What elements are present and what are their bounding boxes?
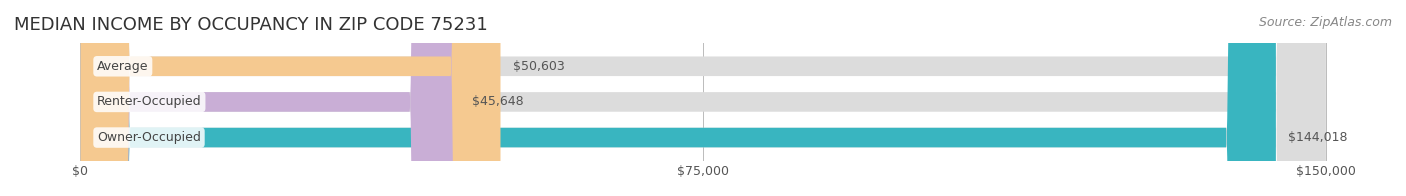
Text: Owner-Occupied: Owner-Occupied [97, 131, 201, 144]
FancyBboxPatch shape [80, 0, 1326, 196]
Text: Average: Average [97, 60, 149, 73]
FancyBboxPatch shape [80, 0, 1326, 196]
Text: Renter-Occupied: Renter-Occupied [97, 95, 201, 108]
Text: Source: ZipAtlas.com: Source: ZipAtlas.com [1258, 16, 1392, 29]
FancyBboxPatch shape [80, 0, 460, 196]
FancyBboxPatch shape [80, 0, 501, 196]
FancyBboxPatch shape [80, 0, 1326, 196]
Text: $50,603: $50,603 [513, 60, 565, 73]
FancyBboxPatch shape [80, 0, 1275, 196]
Text: $45,648: $45,648 [472, 95, 523, 108]
Text: MEDIAN INCOME BY OCCUPANCY IN ZIP CODE 75231: MEDIAN INCOME BY OCCUPANCY IN ZIP CODE 7… [14, 16, 488, 34]
Text: $144,018: $144,018 [1288, 131, 1348, 144]
